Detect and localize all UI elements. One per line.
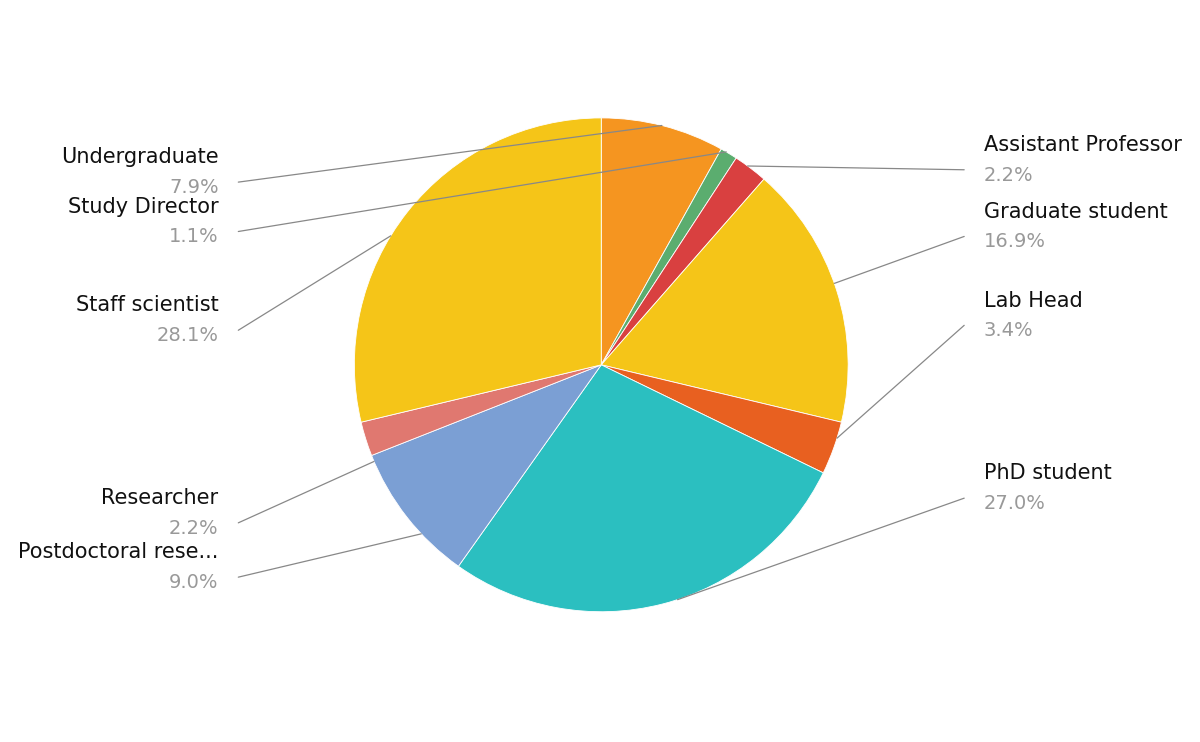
- Text: 2.2%: 2.2%: [169, 519, 218, 538]
- Text: 28.1%: 28.1%: [156, 326, 218, 345]
- Wedge shape: [601, 149, 736, 365]
- Text: Staff scientist: Staff scientist: [76, 295, 218, 315]
- Text: 9.0%: 9.0%: [169, 573, 218, 592]
- Text: 2.2%: 2.2%: [984, 165, 1033, 185]
- Wedge shape: [372, 365, 601, 566]
- Text: 16.9%: 16.9%: [984, 232, 1046, 252]
- Text: 27.0%: 27.0%: [984, 494, 1046, 513]
- Wedge shape: [601, 158, 764, 365]
- Wedge shape: [601, 179, 848, 422]
- Wedge shape: [458, 365, 823, 611]
- Text: 1.1%: 1.1%: [169, 227, 218, 246]
- Text: PhD student: PhD student: [984, 463, 1111, 483]
- Text: Lab Head: Lab Head: [984, 291, 1082, 310]
- Wedge shape: [354, 118, 601, 422]
- Text: Undergraduate: Undergraduate: [61, 148, 218, 167]
- Text: Postdoctoral rese...: Postdoctoral rese...: [18, 542, 218, 562]
- Text: Assistant Professor: Assistant Professor: [984, 135, 1182, 155]
- Text: 3.4%: 3.4%: [984, 321, 1033, 340]
- Wedge shape: [601, 118, 721, 365]
- Text: Graduate student: Graduate student: [984, 202, 1168, 222]
- Wedge shape: [361, 365, 601, 456]
- Wedge shape: [601, 365, 841, 473]
- Text: Researcher: Researcher: [102, 488, 218, 508]
- Text: 7.9%: 7.9%: [169, 178, 218, 197]
- Text: Study Director: Study Director: [68, 197, 218, 217]
